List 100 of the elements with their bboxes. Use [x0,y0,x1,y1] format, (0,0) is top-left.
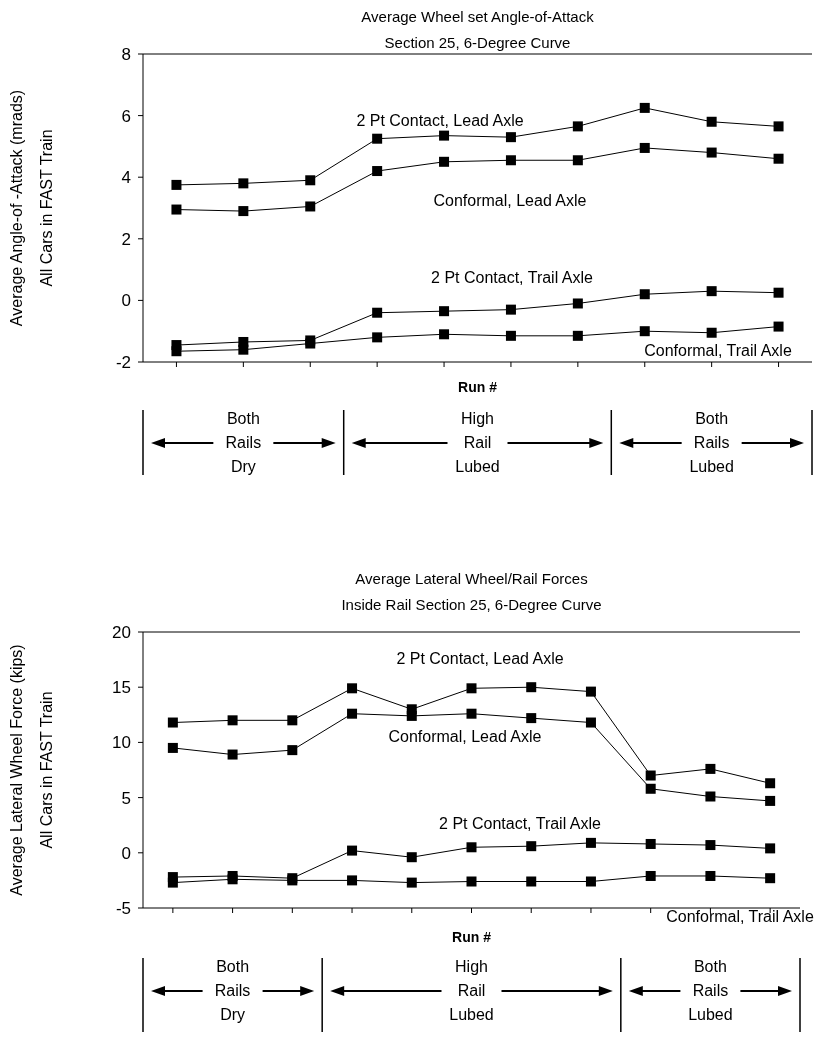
y-tick-label: 20 [112,623,131,642]
point [765,843,776,854]
point [639,326,650,337]
point [466,683,477,694]
point [439,306,450,317]
y-tick-label: 5 [121,788,131,808]
text: High Rail Lubed [449,958,494,1023]
point [171,204,182,215]
series-label: 2 Pt Contact, Trail Axle [431,269,594,286]
point [765,873,776,884]
point [639,142,650,153]
series-label: Conformal, Lead Axle [388,728,542,745]
point [167,742,178,753]
point [572,155,583,166]
point [705,870,716,881]
point [585,686,596,697]
y-tick-label: 6 [121,106,131,126]
y-tick-label: 8 [121,45,131,64]
point [305,201,316,212]
point [238,178,249,189]
point [466,708,477,719]
point [705,791,716,802]
point [466,876,477,887]
point [167,877,178,888]
point [526,682,537,693]
point [572,121,583,132]
point [406,710,417,721]
legend-label: Conformal, Trail Axle [666,908,814,925]
point [227,715,238,726]
series-label: 2 Pt Contact, Lead Axle [396,650,564,667]
y-tick-label: -2 [115,353,131,372]
point [706,147,717,158]
point [572,330,583,341]
point [505,132,516,143]
point [227,874,238,885]
point [372,166,383,177]
y-tick-label: -5 [115,899,131,918]
series-label: 2 Pt Contact, Trail Axle [439,815,602,832]
point [572,298,583,309]
point [347,683,358,694]
point [705,840,716,851]
point [585,837,596,848]
point [406,877,417,888]
point [765,778,776,789]
point [773,321,784,332]
point [347,875,358,886]
point [287,715,298,726]
point [238,344,249,355]
point [505,330,516,341]
point [167,717,178,728]
y-tick-label: 0 [121,843,131,863]
y-tick-label: 15 [112,678,131,698]
text: Both Rails Dry [214,958,251,1023]
y-tick-label: 0 [121,291,131,311]
point [347,708,358,719]
point [706,116,717,127]
chart-subtitle: Section 25, 6-Degree Curve [384,34,571,51]
point [706,286,717,297]
point [705,763,716,774]
point [171,346,182,357]
text: High Rail Lubed [455,410,500,475]
point [171,179,182,190]
point [439,156,450,167]
point [439,130,450,141]
series-label: Conformal, Lead Axle [433,192,587,209]
point [645,783,656,794]
y-tick-label: 4 [121,168,131,188]
text: Both Rails Lubed [688,958,733,1023]
y-axis-title: Average Angle-of -Attack (mrads) All Cars in FAST Train [8,89,55,327]
point [773,121,784,132]
text: Both Rails Dry [225,410,262,475]
y-tick-label: 10 [112,733,131,753]
point [773,287,784,298]
y-axis-title: Average Lateral Wheel Force (kips) All Cars in FAST Train [8,644,55,896]
text: Both Rails Lubed [689,410,734,475]
point [585,717,596,728]
point [347,845,358,856]
series-label: Conformal, Trail Axle [644,342,792,359]
point [372,133,383,144]
series-label: 2 Pt Contact, Lead Axle [356,112,524,129]
point [526,713,537,724]
point [372,307,383,318]
point [526,841,537,852]
point [238,206,249,217]
point [227,749,238,760]
point [526,876,537,887]
chart-title: Average Wheel set Angle-of-Attack [361,8,595,25]
point [439,329,450,340]
point [505,304,516,315]
point [765,795,776,806]
point [466,842,477,853]
point [406,852,417,863]
point [639,102,650,113]
point [645,838,656,849]
point [706,327,717,338]
chart-title: Average Lateral Wheel/Rail Forces [355,570,588,587]
y-tick-label: 2 [121,229,131,249]
point [645,770,656,781]
point [645,870,656,881]
point [639,289,650,300]
